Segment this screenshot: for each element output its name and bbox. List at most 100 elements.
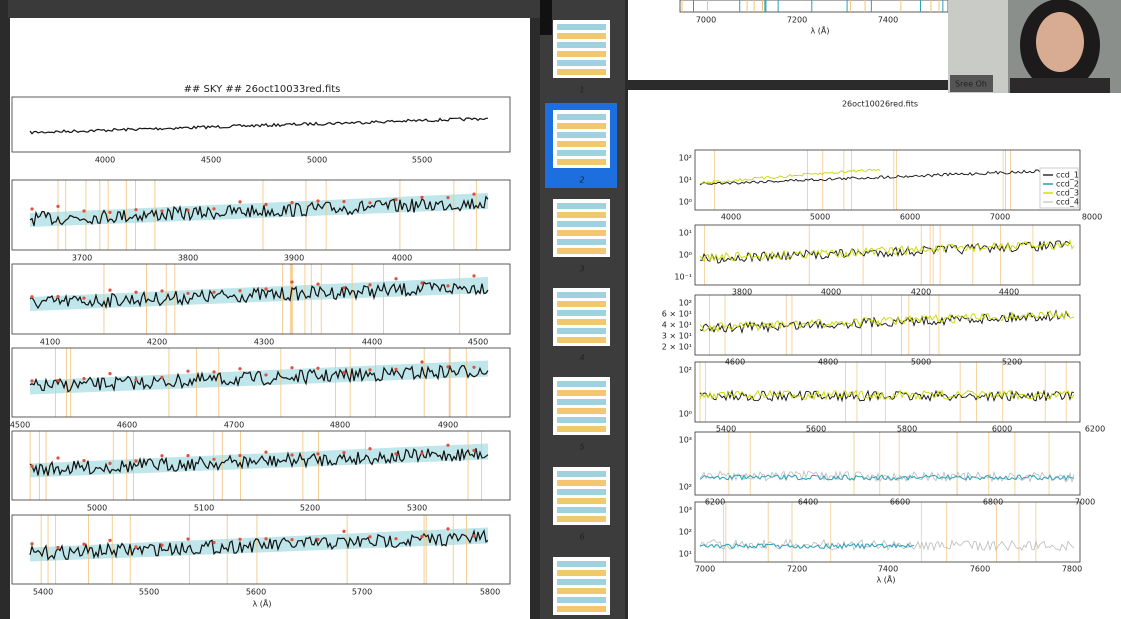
y-tick-label: 10² <box>679 299 692 308</box>
fit-point <box>264 451 267 454</box>
fit-point <box>212 207 215 210</box>
fit-point <box>316 199 319 202</box>
thumb-plot <box>557 221 606 227</box>
x-tick-label: 4600 <box>117 421 137 430</box>
fit-point <box>82 459 85 462</box>
fit-point <box>56 546 59 549</box>
x-tick-label: 4900 <box>438 421 458 430</box>
y-tick-label: 10² <box>679 528 692 537</box>
x-tick-label: 5400 <box>33 588 53 597</box>
x-tick-label: 6000 <box>900 213 920 222</box>
page-number: 4 <box>579 354 584 363</box>
x-tick-label: 7200 <box>787 16 807 25</box>
fit-point <box>134 291 137 294</box>
thumb-plot <box>557 498 606 504</box>
fit-point <box>212 458 215 461</box>
x-tick-label: 3700 <box>72 254 92 263</box>
x-tick-label: 5200 <box>300 504 320 513</box>
y-tick-label: 10² <box>679 154 692 163</box>
fit-point <box>186 454 189 457</box>
x-tick-label: 4000 <box>95 156 115 165</box>
thumb-plot <box>557 301 606 307</box>
x-tick-label: 4700 <box>224 421 244 430</box>
thumb-plot <box>557 390 606 396</box>
fit-point <box>56 295 59 298</box>
y-tick-label: 10⁰ <box>679 198 692 207</box>
thumb-plot <box>557 516 606 522</box>
thumb-plot <box>557 141 606 147</box>
fit-point <box>394 452 397 455</box>
fit-point <box>316 367 319 370</box>
fit-point <box>186 370 189 373</box>
y-tick-label: 6 × 10¹ <box>662 310 692 319</box>
thumb-plot <box>557 24 606 30</box>
page-number: 5 <box>579 443 584 452</box>
fit-point <box>368 201 371 204</box>
fit-point <box>264 287 267 290</box>
fit-point <box>160 289 163 292</box>
thumb-plot <box>557 42 606 48</box>
fit-point <box>160 209 163 212</box>
x-tick-label: 4800 <box>330 421 350 430</box>
thumb-plot <box>557 230 606 236</box>
fit-point <box>82 377 85 380</box>
x-tick-label: 5600 <box>246 588 266 597</box>
left-xlabel: λ (Å) <box>253 598 272 609</box>
x-tick-label: 5800 <box>480 588 500 597</box>
fit-point <box>368 368 371 371</box>
fit-point <box>160 376 163 379</box>
fit-point <box>108 462 111 465</box>
fit-point <box>316 538 319 541</box>
page: {"left_page":{"title":"## SKY ## 26oct10… <box>0 0 1121 619</box>
thumb-plot <box>557 480 606 486</box>
fit-point <box>238 200 241 203</box>
fit-point <box>290 280 293 283</box>
fit-point <box>420 196 423 199</box>
x-tick-label: 5300 <box>407 504 427 513</box>
y-tick-label: 10³ <box>679 436 692 445</box>
thumb-plot <box>557 33 606 39</box>
screen: ## SKY ## 26oct10033red.fits λ (Å) λ (Å)… <box>0 0 1121 619</box>
fit-point <box>394 537 397 540</box>
fit-point <box>290 201 293 204</box>
legend-label: ccd_4 <box>1056 198 1079 207</box>
thumb-plot <box>557 60 606 66</box>
x-tick-label: 7800 <box>1062 565 1082 574</box>
x-tick-label: 4400 <box>362 338 382 347</box>
x-tick-label: 4200 <box>147 338 167 347</box>
fit-point <box>56 379 59 382</box>
page-number: 2 <box>579 176 584 185</box>
thumb-plot <box>557 489 606 495</box>
fit-point <box>472 366 475 369</box>
thumb-plot <box>557 310 606 316</box>
thumb-plot <box>557 417 606 423</box>
fit-point <box>264 203 267 206</box>
thumb-plot <box>557 588 606 594</box>
x-tick-label: 4500 <box>201 156 221 165</box>
fit-point <box>316 282 319 285</box>
fit-point <box>186 209 189 212</box>
x-tick-label: 3800 <box>178 254 198 263</box>
y-tick-label: 10¹ <box>679 176 692 185</box>
thumb-plot <box>557 328 606 334</box>
thumb-plot <box>557 570 606 576</box>
right-title: 26oct10026red.fits <box>842 100 918 109</box>
fit-point <box>56 205 59 208</box>
fit-point <box>446 527 449 530</box>
toolbar <box>8 0 540 18</box>
fit-point <box>368 447 371 450</box>
thumb-plot <box>557 337 606 343</box>
legend-label: ccd_2 <box>1056 180 1079 189</box>
person-face <box>1036 12 1084 72</box>
thumb-plot <box>557 132 606 138</box>
participant-name: Sree Oh <box>955 80 987 89</box>
fit-point <box>82 543 85 546</box>
y-tick-label: 10³ <box>679 506 692 515</box>
fit-point <box>342 371 345 374</box>
thumb-plot <box>557 212 606 218</box>
x-tick-label: 5500 <box>412 156 432 165</box>
thumb-plot <box>557 408 606 414</box>
fit-point <box>108 289 111 292</box>
thumb-plot <box>557 248 606 254</box>
x-tick-label: 8000 <box>1082 213 1102 222</box>
